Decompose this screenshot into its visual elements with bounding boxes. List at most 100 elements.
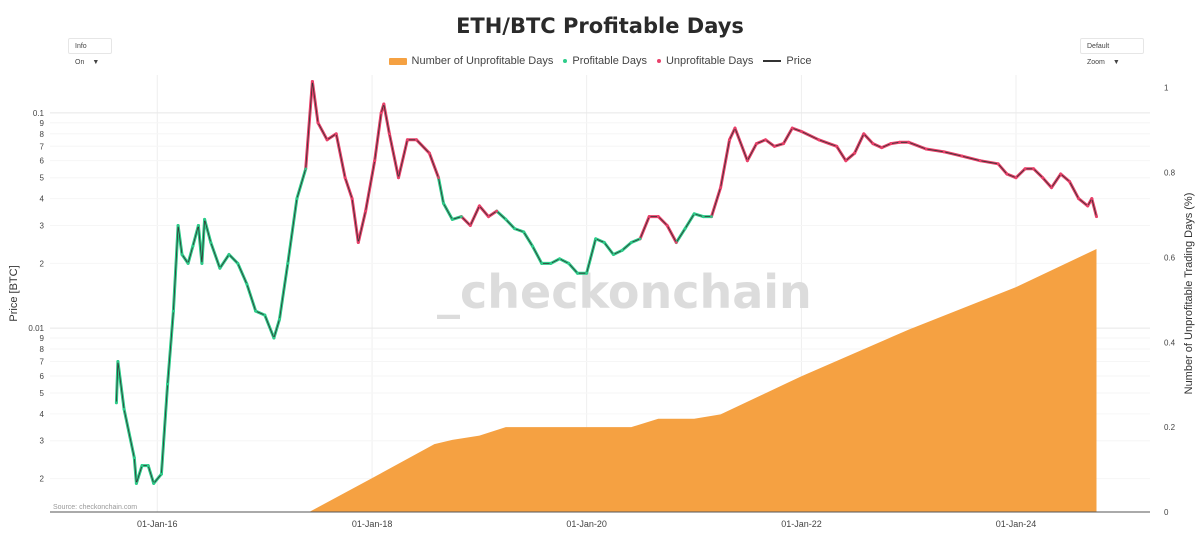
price-point — [630, 241, 633, 244]
info-toggle-label: Info On — [75, 43, 87, 66]
watermark: _checkonchain — [437, 265, 812, 319]
x-tick-label: 01-Jan-22 — [781, 519, 822, 529]
price-point — [549, 262, 553, 265]
price-point — [295, 197, 299, 200]
y-tick-label: 2 — [40, 475, 45, 484]
price-layer — [114, 80, 1098, 485]
price-point — [791, 126, 794, 130]
info-toggle-dropdown[interactable]: Info On ▼ — [68, 38, 112, 66]
price-point — [1090, 197, 1094, 200]
zoom-dropdown[interactable]: Default Zoom ▼ — [1080, 38, 1144, 66]
price-point — [160, 472, 163, 476]
y-tick-label: 4 — [40, 410, 45, 419]
y-tick-label: 3 — [40, 221, 45, 230]
price-point — [746, 159, 749, 162]
price-point — [594, 237, 597, 241]
price-point — [186, 262, 190, 265]
price-point — [304, 167, 308, 171]
price-point — [388, 132, 391, 136]
price-point — [522, 230, 525, 234]
price-point — [531, 245, 534, 248]
zoom-label: Default Zoom — [1087, 43, 1110, 66]
price-point — [889, 142, 893, 145]
price-point — [755, 142, 758, 145]
price-point — [978, 159, 982, 162]
price-point — [638, 237, 642, 241]
price-point — [710, 215, 713, 218]
y2-axis-title: Number of Unprofitable Trading Days (%) — [1183, 193, 1195, 395]
y-tick-label: 4 — [40, 195, 45, 204]
price-point — [576, 271, 579, 275]
y-tick-label: 6 — [40, 372, 45, 381]
legend-item-profitable-days[interactable]: Profitable Days — [563, 55, 647, 67]
price-point — [675, 241, 678, 244]
price-point — [357, 241, 360, 244]
y2-tick-label: 0.4 — [1164, 338, 1176, 347]
price-point — [325, 138, 329, 142]
price-point — [603, 241, 606, 244]
price-point — [1023, 167, 1027, 171]
y-tick-label: 9 — [40, 119, 45, 128]
price-point — [152, 482, 155, 485]
legend-item-unprofitable-count[interactable]: Number of Unprofitable Days — [388, 55, 554, 67]
price-point — [1041, 176, 1044, 179]
price-point — [540, 262, 543, 265]
price-point — [122, 408, 126, 411]
legend-label: Number of Unprofitable Days — [411, 55, 554, 67]
y-tick-label: 6 — [40, 157, 45, 166]
price-point — [478, 204, 481, 208]
y-tick-label: 0.01 — [28, 324, 44, 333]
y-tick-label: 7 — [40, 358, 45, 367]
legend-item-price[interactable]: Price — [763, 55, 811, 67]
price-point — [200, 262, 204, 265]
price-point — [1095, 215, 1098, 218]
price-point — [907, 141, 910, 144]
price-point — [415, 138, 418, 142]
price-point — [191, 245, 195, 248]
chart-legend: Number of Unprofitable Days Profitable D… — [0, 55, 1200, 67]
y2-tick-label: 0.6 — [1164, 253, 1176, 262]
price-point — [272, 336, 276, 340]
price-point — [197, 224, 200, 227]
price-point — [460, 215, 463, 218]
y-tick-label: 0.1 — [33, 109, 45, 118]
price-point — [180, 253, 184, 256]
price-point — [733, 126, 737, 130]
price-point — [862, 132, 866, 136]
price-point — [504, 218, 508, 221]
price-point — [397, 176, 400, 179]
price-point — [996, 162, 1000, 166]
price-point — [1005, 172, 1009, 176]
price-point — [657, 215, 660, 218]
price-point — [612, 253, 615, 256]
price-point — [343, 176, 347, 179]
price-point — [924, 147, 928, 151]
price-point — [817, 138, 821, 142]
y2-tick-label: 0 — [1164, 508, 1169, 517]
y-tick-label: 5 — [40, 389, 45, 398]
price-point — [513, 227, 516, 230]
price-point — [1086, 204, 1089, 208]
price-point — [567, 262, 570, 265]
price-point — [585, 271, 588, 275]
price-point — [451, 218, 454, 221]
price-point — [116, 360, 120, 363]
price-point — [1014, 176, 1018, 179]
price-point — [647, 215, 651, 218]
price-point — [773, 145, 776, 148]
y-tick-label: 7 — [40, 142, 45, 151]
price-point — [166, 382, 169, 386]
price-point — [620, 249, 624, 252]
price-point — [437, 176, 440, 179]
price-point — [334, 132, 338, 136]
price-point — [835, 145, 838, 148]
legend-swatch-area — [388, 57, 407, 65]
legend-item-unprofitable-days[interactable]: Unprofitable Days — [656, 55, 753, 67]
price-point — [692, 212, 696, 216]
price-point — [960, 154, 964, 158]
x-tick-label: 01-Jan-18 — [352, 519, 393, 529]
legend-label: Price — [786, 55, 812, 67]
price-point — [853, 151, 856, 155]
price-point — [871, 142, 875, 145]
